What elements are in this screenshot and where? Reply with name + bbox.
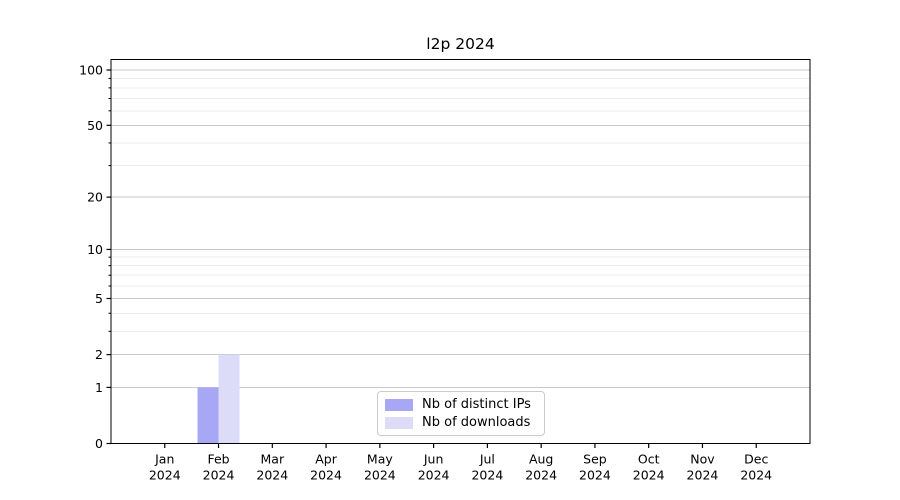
x-tick-label-month: Nov [690,452,715,467]
x-tick-label-month: Jun [423,452,444,467]
y-tick-label: 0 [95,436,103,451]
chart-title: l2p 2024 [426,35,495,53]
x-tick-label-year: 2024 [149,468,181,483]
y-tick-label: 2 [95,347,103,362]
y-tick-label: 20 [87,190,103,205]
y-tick-label: 100 [79,63,103,78]
x-tick-label-year: 2024 [579,468,611,483]
x-tick-label-month: Jul [479,452,495,467]
downloads-bar [218,354,240,444]
legend-item-downloads: Nb of downloads [385,416,544,429]
x-tick-label-month: Feb [207,452,229,467]
x-tick-label-month: Dec [744,452,768,467]
distinct-ips-bar [197,387,219,444]
x-tick-label-year: 2024 [418,468,450,483]
x-tick-label-month: Jan [154,452,174,467]
x-tick-label-month: Aug [529,452,553,467]
y-tick-label: 50 [87,118,103,133]
plot-frame [110,58,811,445]
x-tick-label-year: 2024 [203,468,235,483]
x-tick-label-year: 2024 [633,468,665,483]
x-tick-label-year: 2024 [471,468,503,483]
legend: Nb of distinct IPs Nb of downloads [377,391,545,436]
x-tick-label-year: 2024 [310,468,342,483]
x-tick-label-month: Oct [638,452,660,467]
x-tick-label-month: Sep [583,452,607,467]
legend-item-distinct-ips: Nb of distinct IPs [385,398,544,411]
y-tick-label: 10 [87,242,103,257]
legend-label-downloads: Nb of downloads [422,415,531,430]
x-tick-label-year: 2024 [525,468,557,483]
x-tick-label-year: 2024 [256,468,288,483]
legend-label-distinct-ips: Nb of distinct IPs [422,397,531,412]
x-tick-label-month: Apr [315,452,337,467]
x-tick-label-month: May [367,452,393,467]
legend-swatch-distinct-ips [385,398,413,411]
x-tick-label-year: 2024 [740,468,772,483]
x-tick-label-month: Mar [261,452,285,467]
legend-swatch-downloads [385,416,413,429]
x-tick-label-year: 2024 [364,468,396,483]
y-tick-label: 1 [95,380,103,395]
x-tick-label-year: 2024 [687,468,719,483]
y-tick-label: 5 [95,291,103,306]
